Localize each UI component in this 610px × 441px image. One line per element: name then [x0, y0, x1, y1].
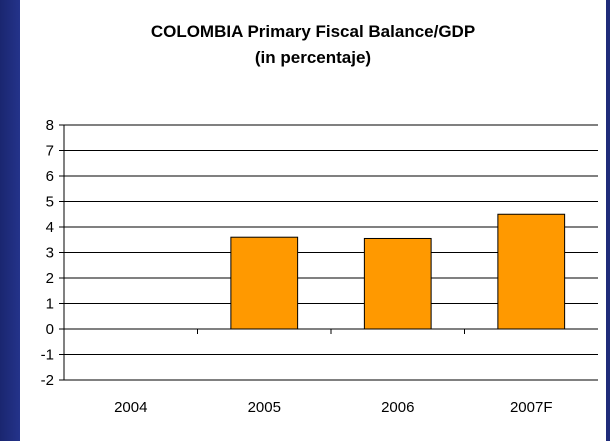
- y-tick-label: -2: [41, 372, 54, 389]
- y-tick-label: 2: [46, 270, 54, 287]
- y-tick-label: 6: [46, 168, 54, 185]
- x-tick-label: 2004: [114, 399, 147, 416]
- y-tick-label: 3: [46, 245, 54, 262]
- y-tick-label: 4: [46, 219, 54, 236]
- x-tick-label: 2005: [248, 399, 281, 416]
- y-tick-label: 1: [46, 296, 54, 313]
- y-tick-label: 7: [46, 143, 54, 160]
- bar-2005: [230, 236, 299, 330]
- chart-panel: COLOMBIA Primary Fiscal Balance/GDP (in …: [20, 0, 606, 441]
- y-tick-label: -1: [41, 347, 54, 364]
- bar-chart: -2 -1 0 1 2 3 4 5 6 7 8 2004 2005 2006 2007F: [41, 117, 598, 416]
- chart-title: COLOMBIA Primary Fiscal Balance/GDP: [150, 22, 476, 41]
- x-tick-label: 2007F: [510, 399, 553, 416]
- y-tick-label: 0: [46, 321, 54, 338]
- bar-2007F: [497, 213, 566, 330]
- y-tick-label: 8: [46, 117, 54, 134]
- bar-2006: [363, 237, 432, 330]
- x-tick-label: 2006: [381, 399, 414, 416]
- y-tick-label: 5: [46, 194, 54, 211]
- chart-subtitle: (in percentaje): [254, 48, 372, 67]
